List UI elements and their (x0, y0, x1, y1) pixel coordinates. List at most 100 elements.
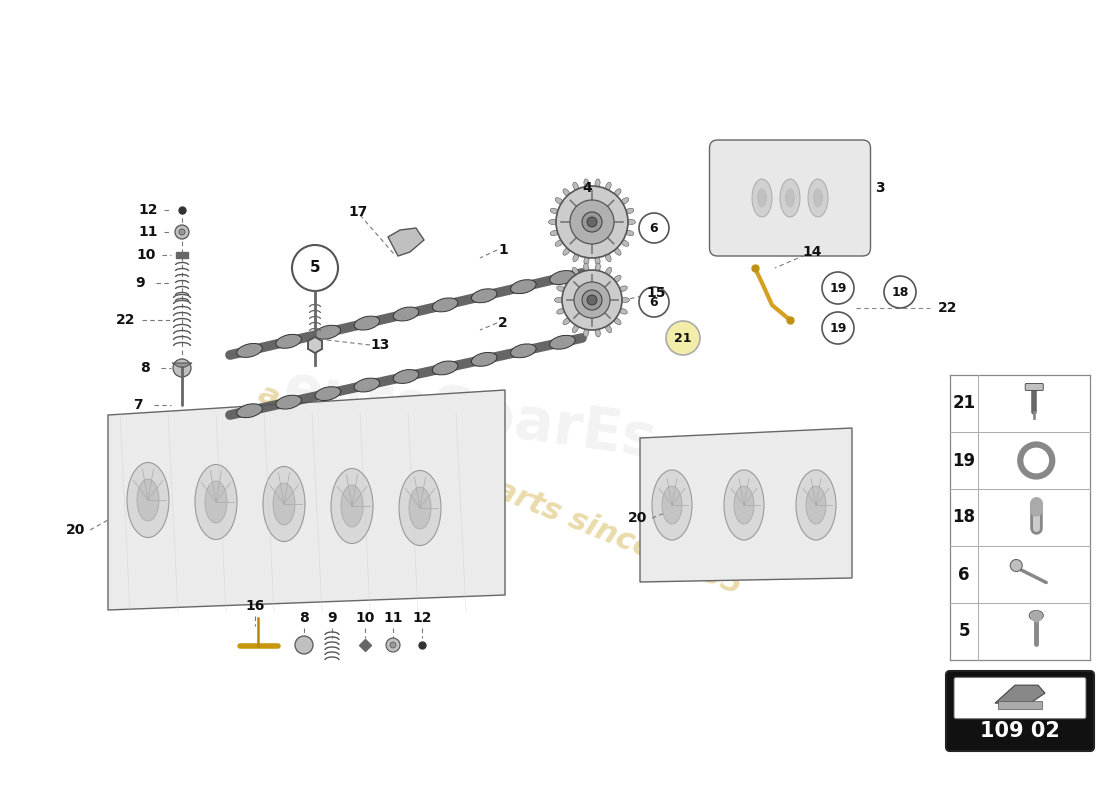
Ellipse shape (605, 254, 612, 262)
Ellipse shape (563, 275, 571, 282)
Text: 12: 12 (139, 203, 157, 217)
Text: 21: 21 (953, 394, 976, 413)
Ellipse shape (354, 316, 379, 330)
Circle shape (179, 229, 185, 235)
Text: 11: 11 (383, 611, 403, 625)
Circle shape (587, 295, 597, 305)
Ellipse shape (605, 267, 612, 275)
Circle shape (562, 270, 622, 330)
Text: 9: 9 (135, 276, 145, 290)
Circle shape (556, 186, 628, 258)
Ellipse shape (584, 328, 588, 337)
Polygon shape (108, 390, 505, 610)
FancyBboxPatch shape (1025, 383, 1043, 390)
Ellipse shape (549, 219, 558, 225)
Ellipse shape (126, 462, 169, 538)
Text: 11: 11 (139, 225, 157, 239)
Ellipse shape (394, 307, 419, 321)
Text: 5: 5 (958, 622, 970, 641)
FancyBboxPatch shape (954, 678, 1086, 718)
Ellipse shape (618, 309, 627, 314)
Text: 17: 17 (349, 205, 367, 219)
Ellipse shape (808, 179, 828, 217)
Ellipse shape (1030, 610, 1043, 621)
Ellipse shape (393, 370, 419, 383)
Text: 6: 6 (958, 566, 970, 583)
Circle shape (822, 312, 854, 344)
Text: 1: 1 (498, 243, 508, 257)
Text: 15: 15 (647, 286, 666, 300)
Circle shape (1027, 451, 1045, 470)
Ellipse shape (138, 479, 160, 521)
Text: 8: 8 (140, 361, 150, 375)
Circle shape (822, 272, 854, 304)
Text: 6: 6 (650, 295, 658, 309)
Ellipse shape (409, 487, 431, 529)
Ellipse shape (796, 470, 836, 540)
Text: 7: 7 (133, 398, 143, 412)
Text: 20: 20 (66, 523, 86, 537)
Ellipse shape (550, 335, 575, 350)
Text: 109 02: 109 02 (980, 721, 1060, 741)
Ellipse shape (510, 280, 536, 294)
Text: 19: 19 (829, 322, 847, 334)
Text: 10: 10 (355, 611, 375, 625)
Ellipse shape (276, 334, 301, 348)
Text: 5: 5 (310, 261, 320, 275)
Ellipse shape (595, 328, 601, 337)
Polygon shape (640, 428, 852, 582)
Ellipse shape (550, 230, 559, 236)
Ellipse shape (595, 256, 601, 265)
Text: 14: 14 (802, 245, 822, 259)
Polygon shape (308, 337, 322, 353)
Text: 18: 18 (891, 286, 909, 298)
Ellipse shape (315, 386, 341, 401)
Ellipse shape (614, 275, 622, 282)
Circle shape (582, 290, 602, 310)
Ellipse shape (354, 378, 379, 392)
Text: 18: 18 (953, 509, 976, 526)
Polygon shape (388, 228, 424, 256)
Ellipse shape (572, 267, 579, 275)
Ellipse shape (627, 219, 636, 225)
Circle shape (386, 638, 400, 652)
Ellipse shape (620, 240, 629, 246)
Circle shape (292, 245, 338, 291)
Ellipse shape (554, 298, 563, 302)
Ellipse shape (236, 343, 262, 358)
Text: 20: 20 (628, 511, 648, 525)
Ellipse shape (814, 189, 823, 207)
Ellipse shape (205, 481, 227, 523)
Ellipse shape (584, 263, 588, 272)
Circle shape (175, 225, 189, 239)
Ellipse shape (573, 254, 579, 262)
Ellipse shape (557, 309, 565, 314)
Ellipse shape (399, 470, 441, 546)
Circle shape (295, 636, 313, 654)
Ellipse shape (557, 286, 565, 291)
Ellipse shape (614, 189, 622, 196)
Ellipse shape (620, 298, 629, 302)
Ellipse shape (614, 248, 622, 255)
Circle shape (639, 287, 669, 317)
Ellipse shape (605, 182, 612, 190)
Text: 19: 19 (953, 451, 976, 470)
Ellipse shape (195, 465, 236, 539)
Ellipse shape (620, 198, 629, 204)
Text: 4: 4 (582, 181, 592, 195)
Text: a passion for parts since 1985: a passion for parts since 1985 (254, 379, 746, 601)
Ellipse shape (472, 289, 497, 302)
Circle shape (173, 359, 191, 377)
Text: 9: 9 (327, 611, 337, 625)
Ellipse shape (618, 286, 627, 291)
Ellipse shape (724, 470, 764, 540)
Ellipse shape (263, 466, 305, 542)
Polygon shape (172, 363, 192, 367)
Ellipse shape (625, 208, 634, 214)
Circle shape (666, 321, 700, 355)
FancyBboxPatch shape (946, 671, 1094, 751)
Circle shape (582, 212, 602, 232)
Text: 13: 13 (371, 338, 389, 352)
Text: 22: 22 (117, 313, 135, 327)
Circle shape (587, 217, 597, 227)
